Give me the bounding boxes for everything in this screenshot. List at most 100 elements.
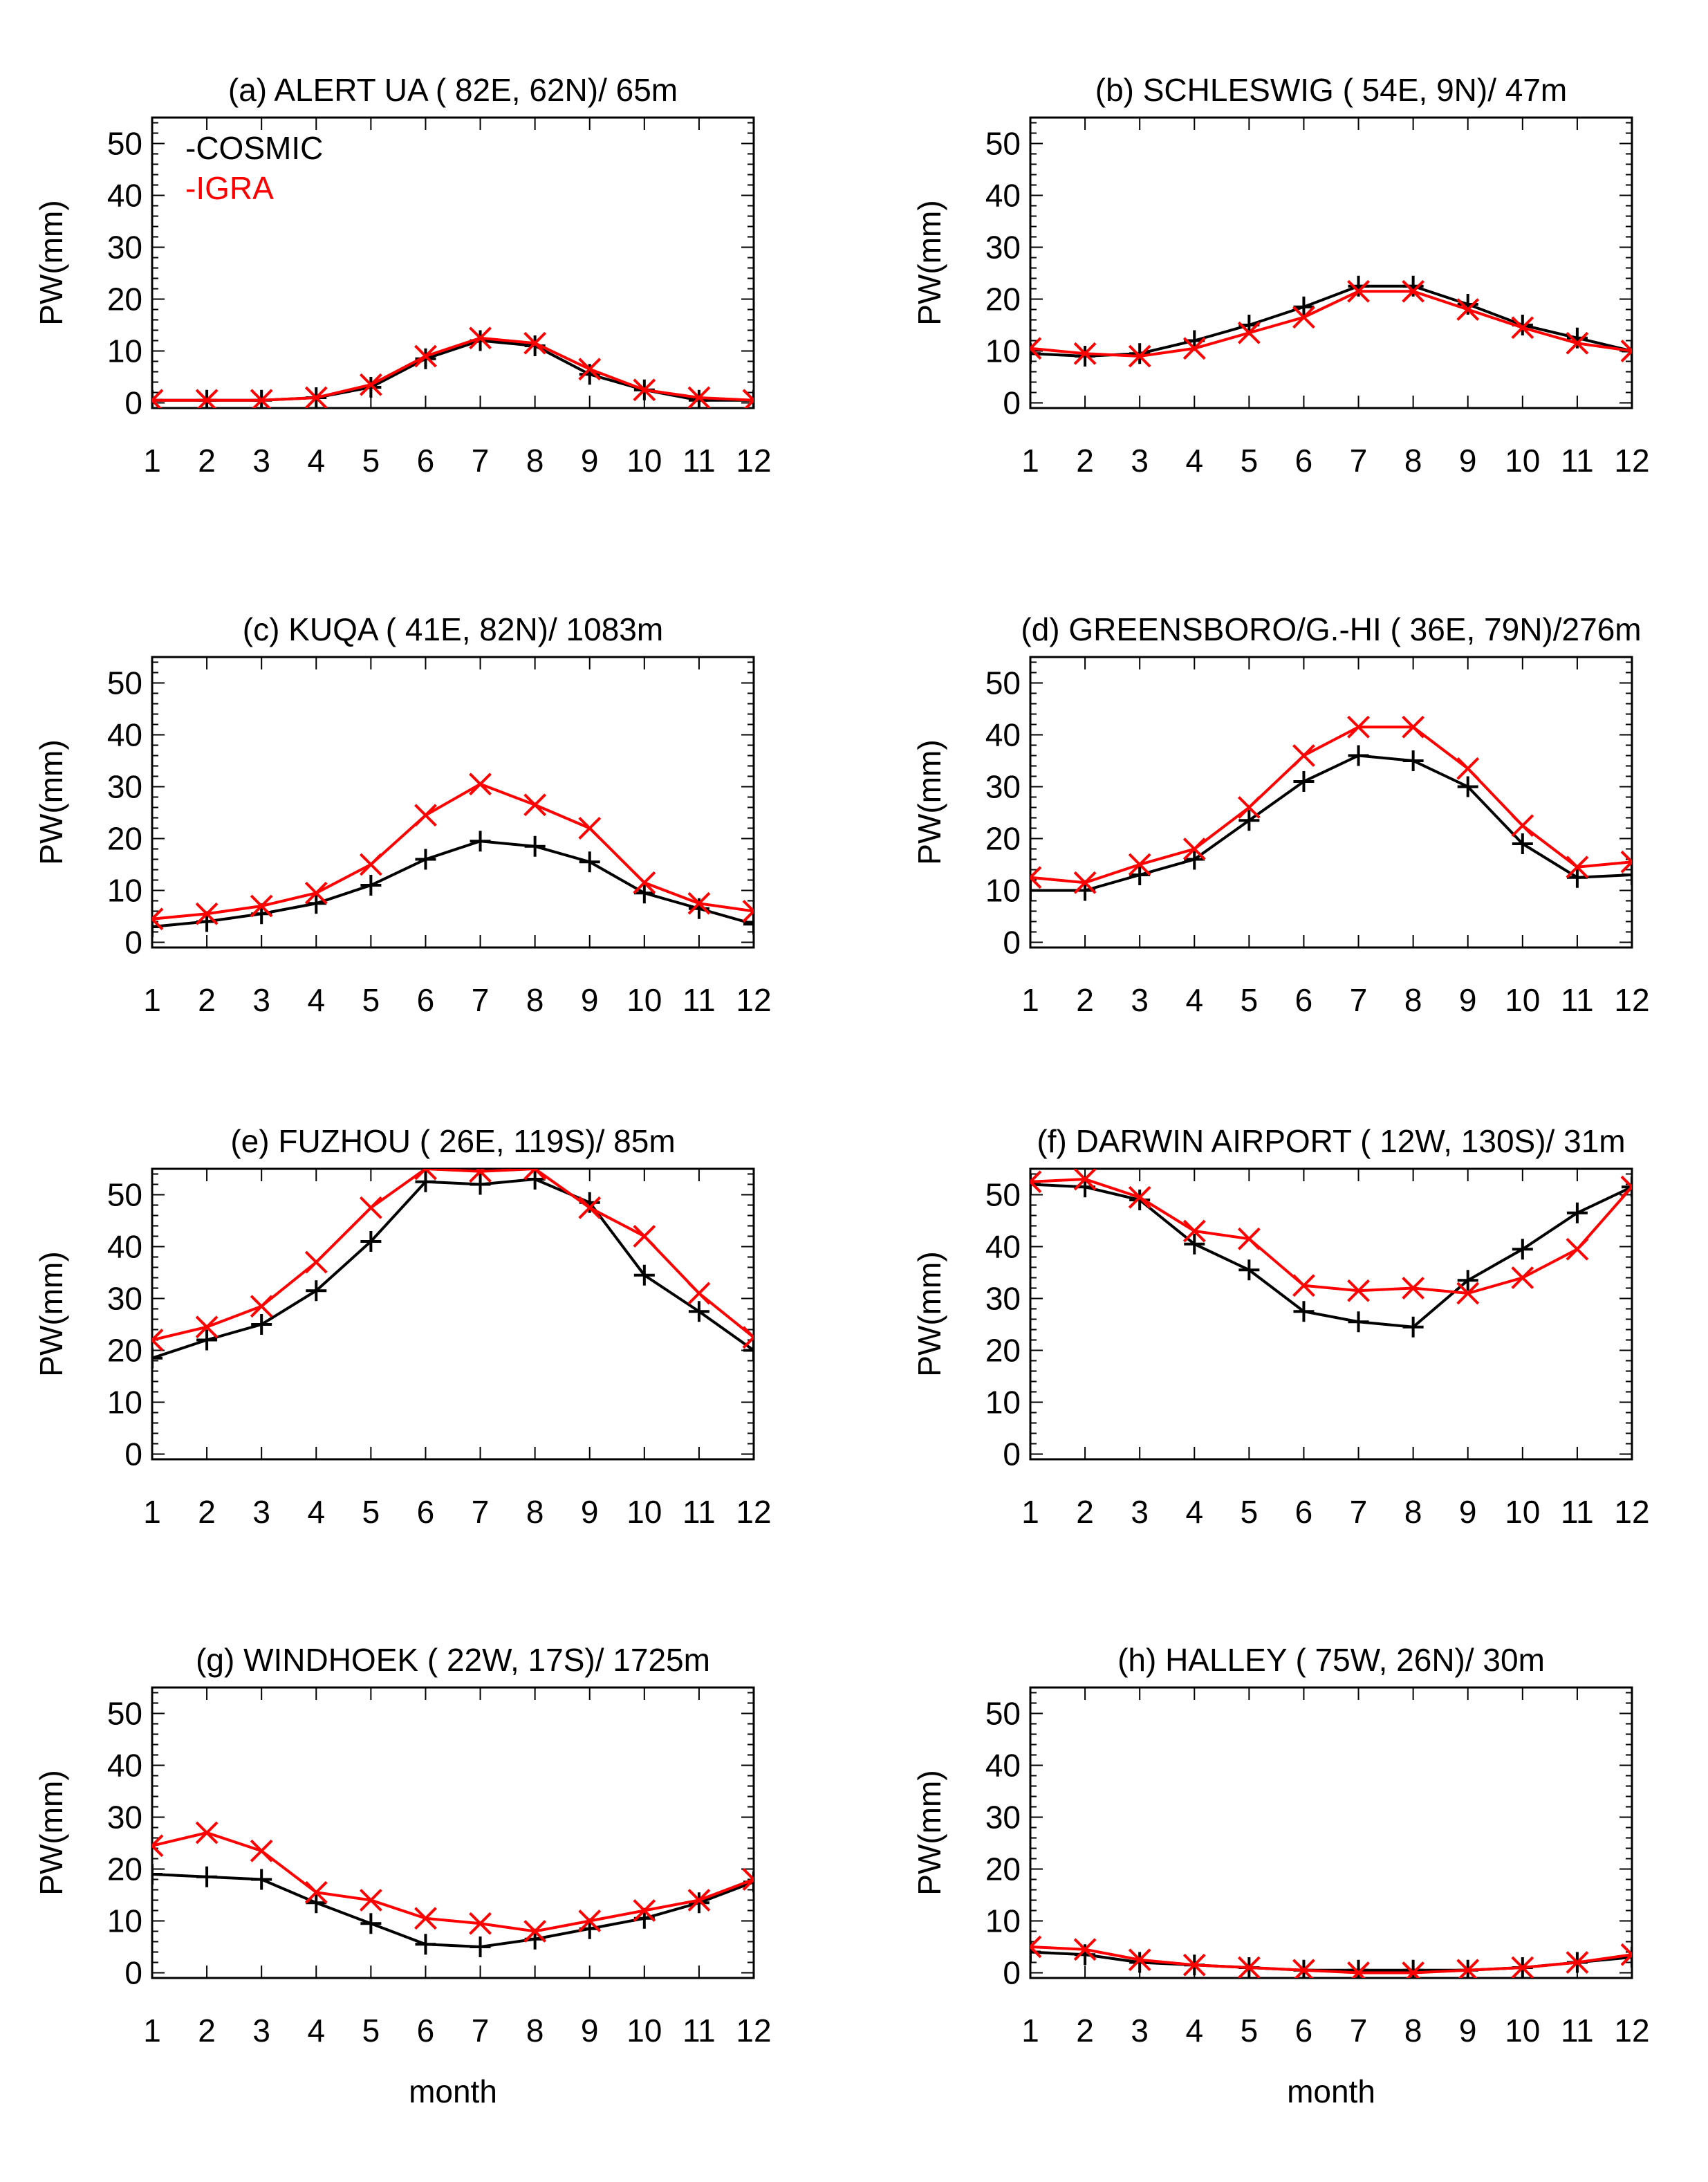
data-point bbox=[195, 902, 219, 925]
x-axis-label: month bbox=[1287, 2073, 1375, 2109]
series-cosmic bbox=[1030, 1174, 1632, 1338]
data-point bbox=[196, 1329, 218, 1351]
plot-frame bbox=[151, 1686, 755, 1979]
series-cosmic bbox=[152, 1864, 754, 1957]
y-tick-label: 20 bbox=[107, 281, 142, 317]
panel-title: (h) HALLEY ( 75W, 26N)/ 30m bbox=[1117, 1642, 1545, 1678]
data-point bbox=[196, 1866, 218, 1887]
x-tick-label: 8 bbox=[526, 982, 544, 1018]
x-tick-label: 4 bbox=[1185, 2013, 1203, 2049]
series-cosmic bbox=[152, 831, 754, 937]
x-tick-label: 6 bbox=[1295, 982, 1313, 1018]
series-line bbox=[152, 782, 754, 921]
y-tick-label: 20 bbox=[985, 281, 1021, 317]
data-point bbox=[360, 1231, 382, 1252]
data-point bbox=[195, 1315, 219, 1339]
data-point bbox=[742, 1326, 754, 1349]
x-tick-label: 6 bbox=[417, 443, 435, 479]
data-point bbox=[1566, 331, 1589, 355]
data-point bbox=[1511, 1956, 1534, 1978]
data-point bbox=[1030, 1941, 1041, 1963]
data-point bbox=[1348, 1959, 1369, 1978]
data-point bbox=[578, 1196, 602, 1219]
data-point bbox=[1182, 337, 1206, 360]
series-cosmic bbox=[1030, 275, 1632, 367]
series-line bbox=[152, 840, 754, 928]
data-point bbox=[250, 389, 273, 408]
data-point bbox=[1620, 1175, 1632, 1199]
x-tick-label: 5 bbox=[1241, 443, 1259, 479]
data-point bbox=[1347, 715, 1370, 739]
x-tick-label: 11 bbox=[683, 2013, 716, 2049]
data-point bbox=[1184, 849, 1205, 870]
data-point bbox=[633, 1899, 656, 1922]
x-tick-label: 6 bbox=[417, 982, 435, 1018]
x-tick-label: 12 bbox=[1614, 443, 1649, 479]
data-point bbox=[1456, 1282, 1480, 1305]
data-point bbox=[1292, 744, 1315, 767]
data-point bbox=[524, 1169, 546, 1190]
x-tick-label: 5 bbox=[362, 443, 380, 479]
data-point bbox=[1238, 810, 1260, 831]
data-point bbox=[470, 1936, 491, 1957]
data-point bbox=[306, 1280, 327, 1302]
data-point bbox=[414, 804, 437, 827]
data-point bbox=[523, 1920, 547, 1943]
data-point bbox=[1075, 346, 1096, 367]
y-tick-label: 50 bbox=[985, 126, 1021, 162]
data-point bbox=[304, 881, 328, 905]
x-tick-label: 10 bbox=[626, 2013, 662, 2049]
plot-frame bbox=[1029, 656, 1633, 949]
x-tick-label: 8 bbox=[526, 1494, 544, 1530]
x-tick-label: 12 bbox=[736, 443, 771, 479]
data-point bbox=[742, 389, 754, 408]
data-point bbox=[1073, 871, 1097, 894]
series-line bbox=[1030, 284, 1632, 358]
data-point bbox=[1030, 337, 1042, 360]
data-point bbox=[523, 793, 547, 817]
data-point bbox=[743, 1340, 754, 1361]
data-point bbox=[524, 835, 546, 857]
data-point bbox=[1348, 1311, 1369, 1333]
data-point bbox=[523, 331, 547, 355]
data-point bbox=[1456, 757, 1480, 780]
y-tick-label: 40 bbox=[107, 178, 142, 214]
data-point bbox=[633, 1264, 655, 1286]
y-tick-label: 0 bbox=[124, 925, 142, 961]
data-point bbox=[1237, 1956, 1261, 1978]
y-tick-label: 30 bbox=[985, 769, 1021, 805]
y-tick-label: 40 bbox=[107, 1229, 142, 1265]
data-point bbox=[251, 1869, 272, 1890]
data-point bbox=[578, 817, 602, 840]
x-tick-label: 9 bbox=[1459, 982, 1477, 1018]
data-point bbox=[470, 1174, 491, 1195]
data-point bbox=[743, 914, 754, 935]
x-tick-label: 2 bbox=[1076, 982, 1094, 1018]
data-point bbox=[304, 1880, 328, 1904]
x-tick-label: 11 bbox=[1561, 1494, 1594, 1530]
data-point bbox=[1292, 306, 1315, 329]
x-tick-label: 9 bbox=[581, 1494, 599, 1530]
series-line bbox=[1030, 1177, 1632, 1295]
data-point bbox=[469, 1912, 492, 1935]
data-point bbox=[1566, 1237, 1589, 1261]
y-tick-label: 30 bbox=[107, 230, 142, 266]
data-point bbox=[1292, 1274, 1315, 1297]
x-axis-label: month bbox=[409, 2073, 497, 2109]
data-point bbox=[1293, 1301, 1315, 1322]
data-point bbox=[1347, 1961, 1370, 1978]
y-tick-label: 30 bbox=[107, 1800, 142, 1836]
data-point bbox=[1402, 1961, 1425, 1978]
data-point bbox=[687, 1889, 711, 1912]
data-point bbox=[195, 389, 219, 408]
x-tick-label: 5 bbox=[362, 982, 380, 1018]
data-point bbox=[152, 1347, 163, 1369]
x-tick-label: 6 bbox=[417, 2013, 435, 2049]
y-tick-label: 40 bbox=[107, 717, 142, 753]
y-tick-label: 40 bbox=[985, 1229, 1021, 1265]
x-tick-label: 11 bbox=[1561, 443, 1594, 479]
data-point bbox=[359, 1889, 382, 1912]
series-igra bbox=[152, 773, 754, 931]
x-tick-label: 1 bbox=[1021, 982, 1039, 1018]
